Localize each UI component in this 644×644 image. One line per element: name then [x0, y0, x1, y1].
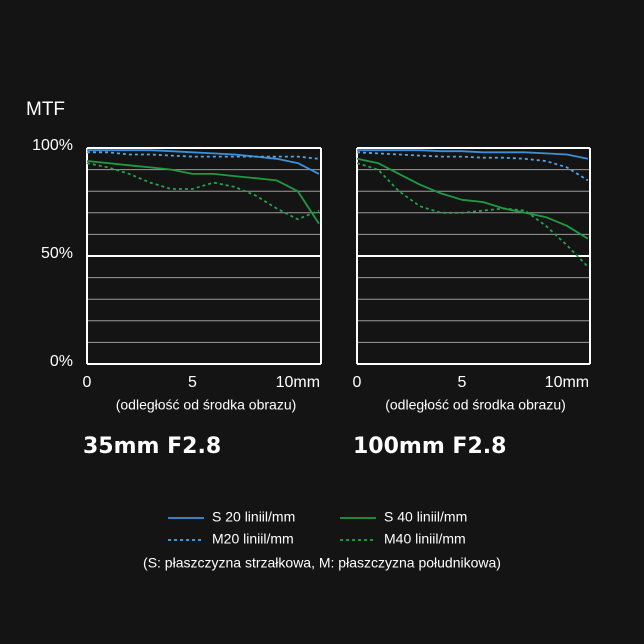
y-tick-label: 50% [41, 245, 73, 262]
mtf-line [356, 151, 589, 182]
mtf-line [356, 157, 589, 240]
legend-label: M20 liniil/mm [212, 531, 294, 547]
mtf-line [86, 162, 320, 221]
mtf-line [86, 160, 320, 225]
legend-note: (S: płaszczyzna strzałkowa, M: płaszczyz… [143, 555, 501, 571]
legend-label: S 40 liniil/mm [384, 509, 467, 525]
x-tick-label: 10mm [545, 374, 589, 391]
mtf-line [87, 149, 320, 175]
mtf-line [87, 151, 319, 160]
x-tick-label: 0 [353, 374, 362, 391]
x-axis-label: (odległość od środka obrazu) [385, 397, 566, 413]
y-tick-label: 0% [50, 353, 73, 370]
chart-title: 35mm F2.8 [83, 434, 221, 459]
chart-title: 100mm F2.8 [353, 434, 506, 459]
x-tick-label: 10mm [276, 374, 320, 391]
mtf-line [357, 149, 589, 160]
legend-label: S 20 liniil/mm [212, 509, 295, 525]
y-tick-label: 100% [32, 137, 73, 154]
x-tick-label: 5 [188, 374, 197, 391]
y-axis-label: MTF [26, 99, 65, 120]
x-tick-label: 0 [83, 374, 92, 391]
legend-label: M40 liniil/mm [384, 531, 466, 547]
x-tick-label: 5 [458, 374, 467, 391]
x-axis-label: (odległość od środka obrazu) [116, 397, 297, 413]
